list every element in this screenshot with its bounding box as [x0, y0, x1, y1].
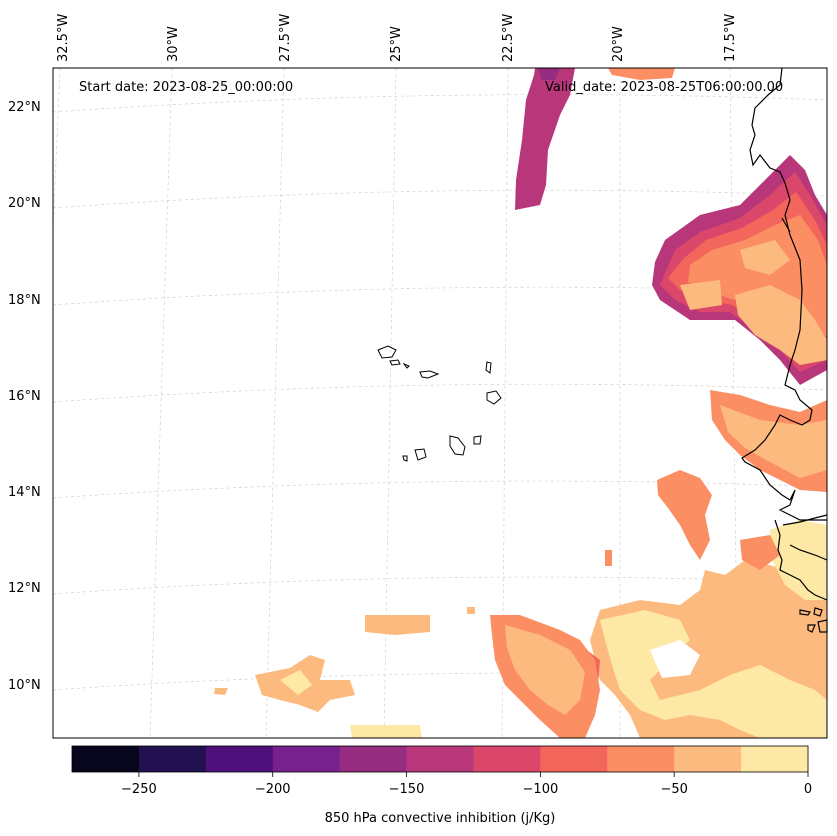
island-santiago — [449, 435, 466, 456]
gridline-lat-10 — [52, 672, 828, 691]
island-sao-nicolau — [419, 370, 440, 379]
cb-label-100: −100 — [523, 782, 559, 797]
contour-orange-w5 — [605, 550, 612, 566]
lon-tick-labels: 32.5°W 30°W 27.5°W 25°W 22.5°W 20°W 17.5… — [56, 14, 738, 62]
gridline-lat-12 — [52, 576, 828, 595]
valid-date-label: Valid_date: 2023-08-25T06:00:00.00 — [545, 80, 783, 95]
colorbar-swatch — [138, 746, 207, 772]
contour-light-w6 — [467, 607, 475, 614]
colorbar-ticks — [138, 772, 809, 777]
contour-light-ne-2 — [735, 285, 827, 365]
cape-verde-islands — [377, 345, 502, 462]
colorbar-swatch — [674, 746, 742, 772]
coastline-bissau — [789, 544, 828, 561]
cb-label-0: 0 — [804, 782, 812, 797]
coastline-mainland — [741, 67, 827, 521]
contour-lightest-w2 — [280, 670, 312, 695]
contour-light-ne-1 — [680, 280, 722, 310]
contour-orange-top — [608, 68, 675, 80]
gridline-lon-27-5 — [265, 67, 285, 739]
colorbar-swatches — [72, 746, 809, 772]
cb-label-250: −250 — [121, 782, 157, 797]
lat-label-12: 12°N — [8, 581, 41, 596]
contour-lightest-w3 — [350, 725, 422, 738]
contour-orange-14n — [657, 470, 712, 560]
coastline-islands-3 — [807, 624, 816, 633]
gridline-lat-18 — [52, 286, 828, 306]
contour-purple-top — [538, 68, 560, 80]
lat-label-20: 20°N — [8, 196, 41, 211]
island-maio — [473, 435, 482, 445]
gridline-lat-16 — [52, 383, 828, 403]
lon-label-22-5: 22.5°W — [501, 14, 516, 62]
lon-label-30: 30°W — [166, 26, 181, 62]
contour-magenta-top — [515, 68, 575, 210]
colorbar-frame — [71, 745, 809, 773]
gridline-lat-20 — [52, 189, 828, 209]
colorbar-swatch — [741, 746, 809, 772]
island-sao-vicente — [389, 359, 401, 366]
gridline-lon-30 — [149, 67, 173, 739]
colorbar-swatch — [473, 746, 541, 772]
lat-label-10: 10°N — [8, 678, 41, 693]
colorbar-swatch — [272, 746, 341, 772]
contour-lightest-se — [600, 610, 827, 738]
lat-label-22: 22°N — [8, 100, 41, 115]
map-frame — [52, 67, 828, 739]
island-fogo — [414, 448, 427, 461]
island-santo-antao — [377, 345, 397, 359]
contour-light-se-inner — [505, 625, 585, 715]
lat-label-16: 16°N — [8, 389, 41, 404]
island-brava — [402, 455, 408, 462]
gridline-lat-22 — [52, 94, 828, 113]
colorbar-swatch — [607, 746, 675, 772]
island-sal — [485, 361, 492, 374]
island-santa-luzia — [402, 362, 410, 369]
contour-light-w1 — [365, 615, 430, 635]
coastline-islands-2 — [813, 607, 823, 617]
lon-label-25: 25°W — [389, 26, 404, 62]
lon-label-20: 20°W — [611, 26, 626, 62]
coastline-guinea — [774, 519, 828, 601]
cb-label-50: −50 — [660, 782, 687, 797]
gridline-lat-14 — [52, 480, 828, 499]
colorbar-swatch — [339, 746, 408, 772]
cb-label-150: −150 — [389, 782, 425, 797]
contour-light-mid — [720, 405, 827, 478]
colorbar-swatch — [540, 746, 608, 772]
lat-tick-labels: 22°N 20°N 18°N 16°N 14°N 12°N 10°N — [8, 100, 41, 693]
start-date-label: Start date: 2023-08-25_00:00:00 — [79, 80, 293, 95]
colorbar-swatch — [205, 746, 274, 772]
contour-light-ne-3 — [740, 240, 790, 275]
contour-white-se — [650, 640, 700, 678]
contour-light-w4 — [214, 688, 228, 695]
coastline-islands-1 — [799, 609, 811, 616]
cb-label-200: −200 — [255, 782, 291, 797]
lat-label-18: 18°N — [8, 293, 41, 308]
colorbar-swatch — [406, 746, 474, 772]
lon-label-17-5: 17.5°W — [723, 14, 738, 62]
colorbar-label: 850 hPa convective inhibition (j/Kg) — [325, 811, 556, 826]
colorbar-swatch — [72, 746, 140, 772]
contour-orange-coast — [740, 535, 780, 570]
coastline-banc — [781, 217, 791, 233]
african-coastline — [741, 67, 828, 633]
lon-label-32-5: 32.5°W — [56, 14, 71, 62]
coastline-gambia — [782, 514, 828, 526]
cin-contours — [214, 68, 827, 738]
colorbar: −250 −200 −150 −100 −50 0 850 hPa convec… — [71, 745, 812, 826]
lat-label-14: 14°N — [8, 485, 41, 500]
contour-lightest-coast — [770, 520, 827, 600]
lon-label-27-5: 27.5°W — [278, 14, 293, 62]
island-boa-vista — [486, 390, 502, 405]
